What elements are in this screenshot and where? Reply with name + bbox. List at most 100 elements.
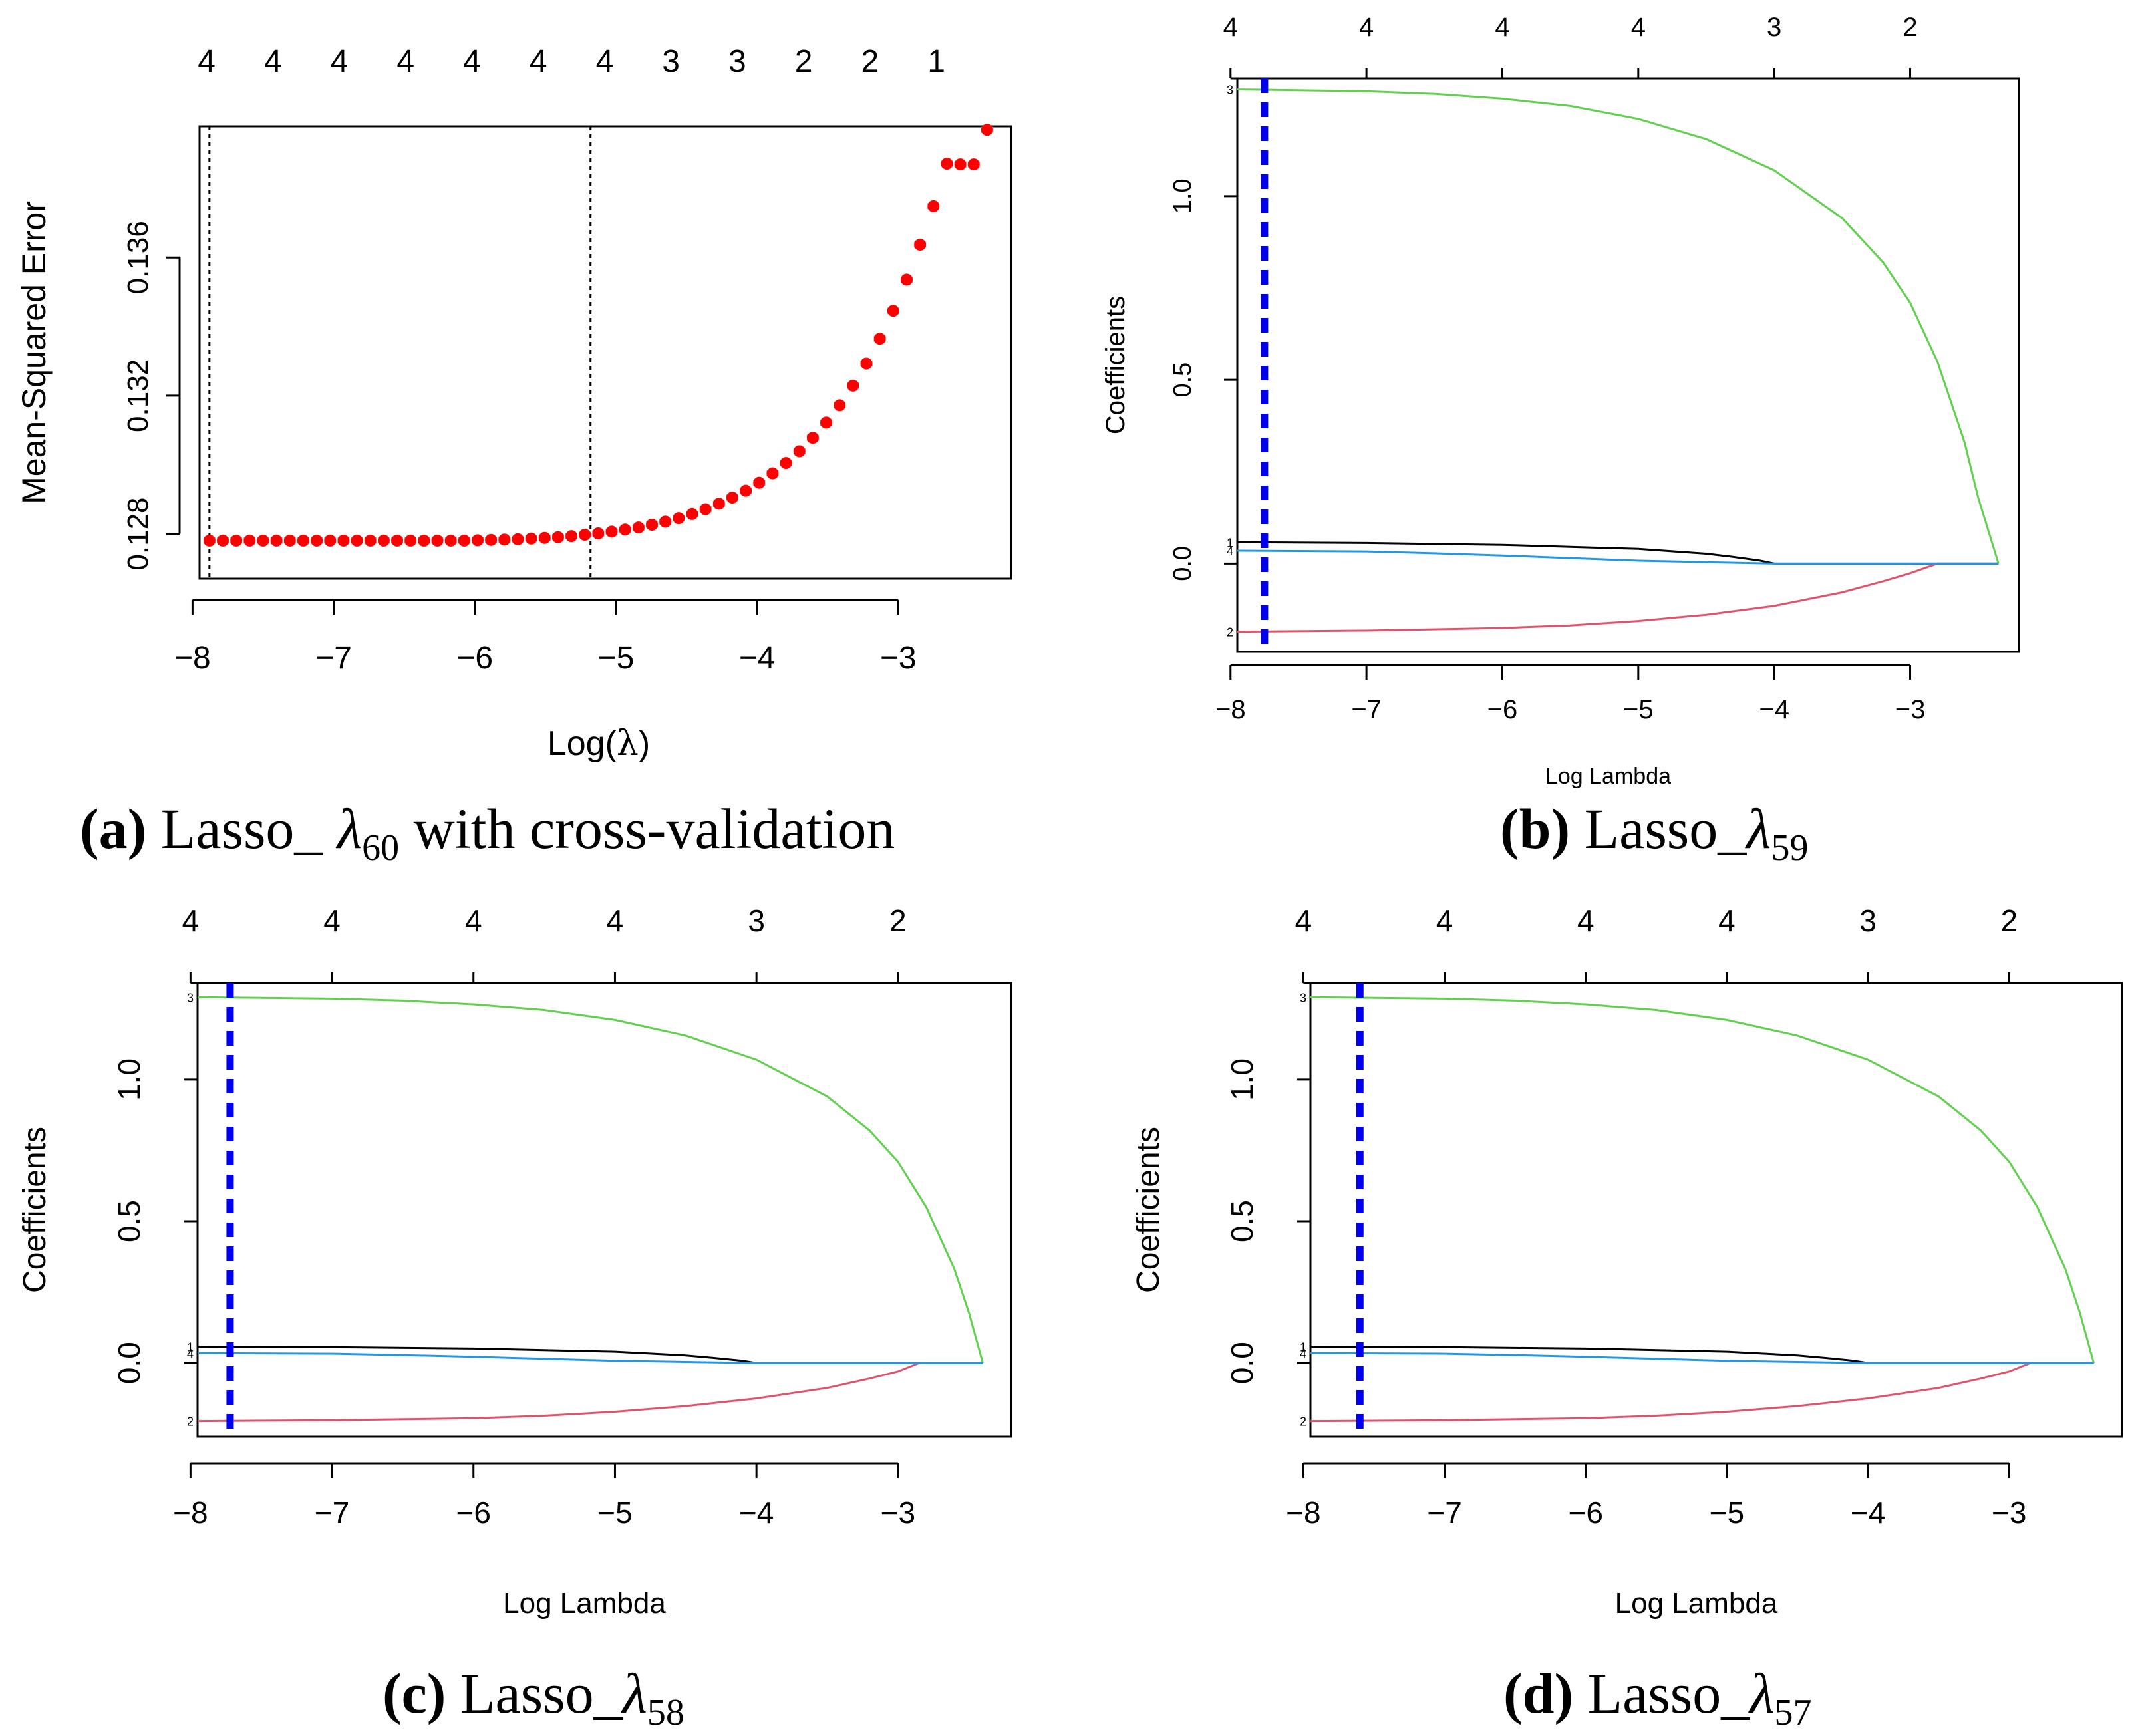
mse-point	[847, 379, 859, 392]
y-tick-label: 0.128	[122, 497, 154, 570]
coef-path-4	[1237, 549, 1999, 565]
x-tick-label: −7	[1427, 1495, 1461, 1530]
top-tick-label: 4	[323, 903, 341, 938]
mse-point	[981, 124, 993, 136]
y-tick-label: 0.5	[1169, 362, 1197, 398]
top-tick-label: 4	[182, 903, 200, 938]
coef-path-label: 1	[1227, 536, 1233, 549]
mse-point	[686, 507, 698, 520]
mse-point	[967, 158, 980, 171]
mse-point	[646, 519, 659, 531]
coef-path-3	[1237, 88, 2000, 564]
top-tick-label: 4	[607, 903, 624, 938]
caption-lambda: λ	[1744, 797, 1771, 861]
x-tick-label: −6	[1569, 1495, 1603, 1530]
panel-caption: (c) Lasso_λ58	[382, 1662, 685, 1733]
caption-subscript: 58	[647, 1692, 685, 1733]
coef-path-label: 1	[187, 1340, 194, 1354]
top-tick-label: 4	[530, 44, 547, 79]
mse-point	[712, 498, 725, 510]
top-tick-label: 3	[662, 44, 680, 79]
y-tick-label: 0.0	[1169, 546, 1197, 581]
coef-path-label: 4	[1227, 545, 1233, 558]
mse-point	[431, 534, 444, 547]
mse-point	[619, 523, 631, 536]
top-tick-label: 4	[198, 44, 216, 79]
coef-path-label: 2	[187, 1415, 194, 1429]
chart-panel-b: −8 −7 −6 −5 −4 −3 0.0 0.5 1.0 4 4 4 4 3 2 Log Lambda Coe…	[1101, 13, 2020, 869]
mse-point	[217, 534, 229, 547]
x-tick-label: −5	[598, 641, 635, 676]
y-tick-label: 0.0	[112, 1342, 146, 1384]
x-tick-label: −8	[1215, 695, 1246, 724]
coef-path-4	[1310, 1352, 2094, 1364]
top-tick-label: 4	[331, 44, 349, 79]
x-axis-label-lambda: λ	[617, 724, 639, 764]
mse-point	[203, 534, 216, 547]
panel-caption: (a) Lasso_ λ60 with cross-validation	[80, 797, 895, 869]
x-tick-label: −4	[1851, 1495, 1885, 1530]
top-tick-label: 2	[795, 44, 813, 79]
top-tick-label: 3	[1767, 13, 1781, 42]
y-tick-label: 0.5	[1225, 1200, 1259, 1242]
mse-point	[512, 533, 524, 545]
coef-path-2	[1310, 1362, 2094, 1423]
mse-point	[699, 503, 712, 515]
mse-point	[592, 527, 605, 539]
x-tick-label: −8	[173, 1495, 208, 1530]
x-tick-label: −4	[739, 641, 776, 676]
caption-lambda: λ	[621, 1662, 647, 1725]
x-axis-label: Log Lambda	[1615, 1587, 1778, 1620]
mse-point	[565, 530, 578, 543]
mse-point	[391, 534, 404, 547]
coef-path-2	[197, 1362, 983, 1423]
top-tick-label: 3	[728, 44, 746, 79]
mse-point	[551, 531, 564, 543]
x-tick-label: −3	[880, 641, 917, 676]
mse-point	[793, 445, 806, 458]
mse-point	[498, 533, 511, 546]
mse-point	[914, 239, 927, 251]
top-tick-label: 4	[1436, 903, 1453, 938]
coef-path-label: 2	[1300, 1415, 1306, 1429]
top-tick-label: 2	[861, 44, 879, 79]
coef-path-label: 2	[1227, 626, 1233, 639]
x-tick-label: −5	[1623, 695, 1654, 724]
mse-point	[458, 534, 470, 547]
mse-point	[538, 531, 551, 544]
y-tick-label: 1.0	[1225, 1058, 1259, 1101]
x-tick-label: −5	[597, 1495, 632, 1530]
coef-path-label: 3	[1227, 84, 1233, 97]
mse-point	[726, 492, 738, 504]
mse-point	[485, 533, 498, 546]
mse-point	[954, 158, 967, 171]
top-tick-label: 4	[596, 44, 614, 79]
x-tick-label: −8	[1286, 1495, 1320, 1530]
x-axis-label: Log(λ)	[547, 724, 650, 764]
x-tick-label: −8	[174, 641, 211, 676]
mse-point	[659, 515, 672, 528]
mse-point	[673, 512, 685, 525]
coef-path-label: 4	[1300, 1347, 1306, 1360]
top-tick-label: 4	[1631, 13, 1646, 42]
top-tick-label: 3	[748, 903, 765, 938]
y-tick-label: 0.132	[122, 359, 154, 432]
mse-point	[927, 200, 940, 212]
top-tick-label: 1	[927, 44, 945, 79]
mse-point	[860, 357, 873, 370]
mse-point	[404, 534, 417, 547]
x-tick-label: −5	[1710, 1495, 1744, 1530]
top-tick-label: 4	[463, 44, 481, 79]
coef-path-2	[1237, 562, 1999, 633]
x-tick-label: −7	[315, 641, 352, 676]
chart-panel-c: −8 −7 −6 −5 −4 −3 0.0 0.5 1.0 4 4 4 4 3 2 Log Lambda Coe…	[17, 903, 1012, 1733]
plot-frame	[198, 125, 1012, 580]
x-tick-label: −3	[1895, 695, 1926, 724]
x-tick-label: −6	[1487, 695, 1518, 724]
mse-point	[257, 534, 269, 547]
x-tick-label: −6	[456, 1495, 491, 1530]
top-tick-label: 4	[264, 44, 282, 79]
panel-caption: (b) Lasso_λ59	[1500, 797, 1809, 869]
mse-point	[364, 534, 377, 547]
